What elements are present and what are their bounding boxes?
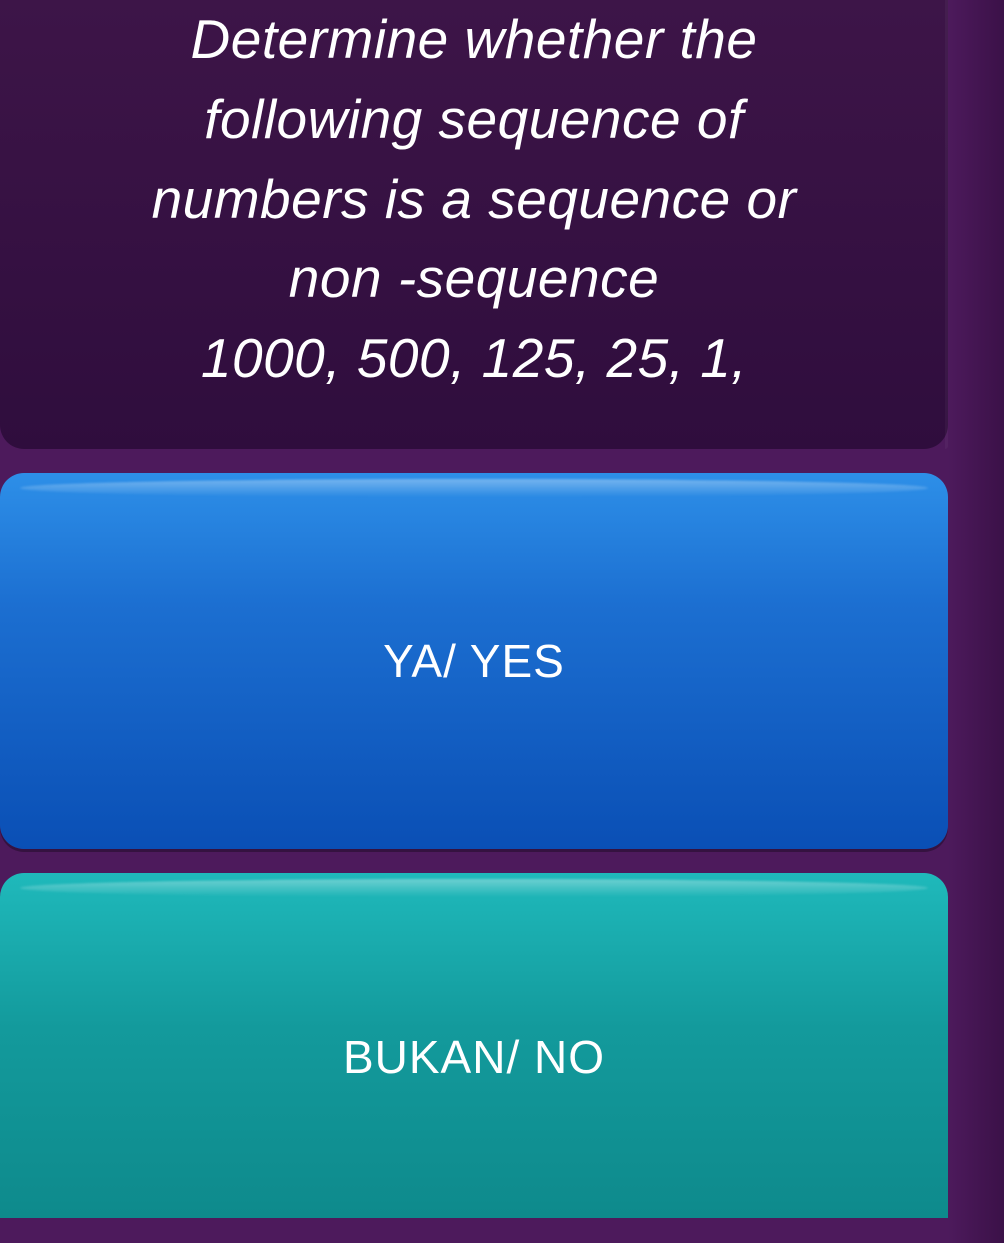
question-line-3: numbers is a sequence or: [152, 168, 797, 230]
question-sequence: 1000, 500, 125, 25, 1,: [201, 327, 747, 389]
answer-yes-label: YA/ YES: [383, 634, 565, 688]
question-text: Determine whether the following sequence…: [30, 0, 918, 399]
answer-yes-button[interactable]: YA/ YES: [0, 473, 948, 849]
question-line-4: non -sequence: [289, 247, 659, 309]
answer-no-button[interactable]: BUKAN/ NO: [0, 873, 948, 1218]
right-edge-decoration: [948, 0, 1004, 1243]
question-line-2: following sequence of: [204, 88, 743, 150]
question-panel: Determine whether the following sequence…: [0, 0, 948, 449]
question-line-1: Determine whether the: [191, 8, 758, 70]
answer-no-label: BUKAN/ NO: [343, 1030, 605, 1084]
